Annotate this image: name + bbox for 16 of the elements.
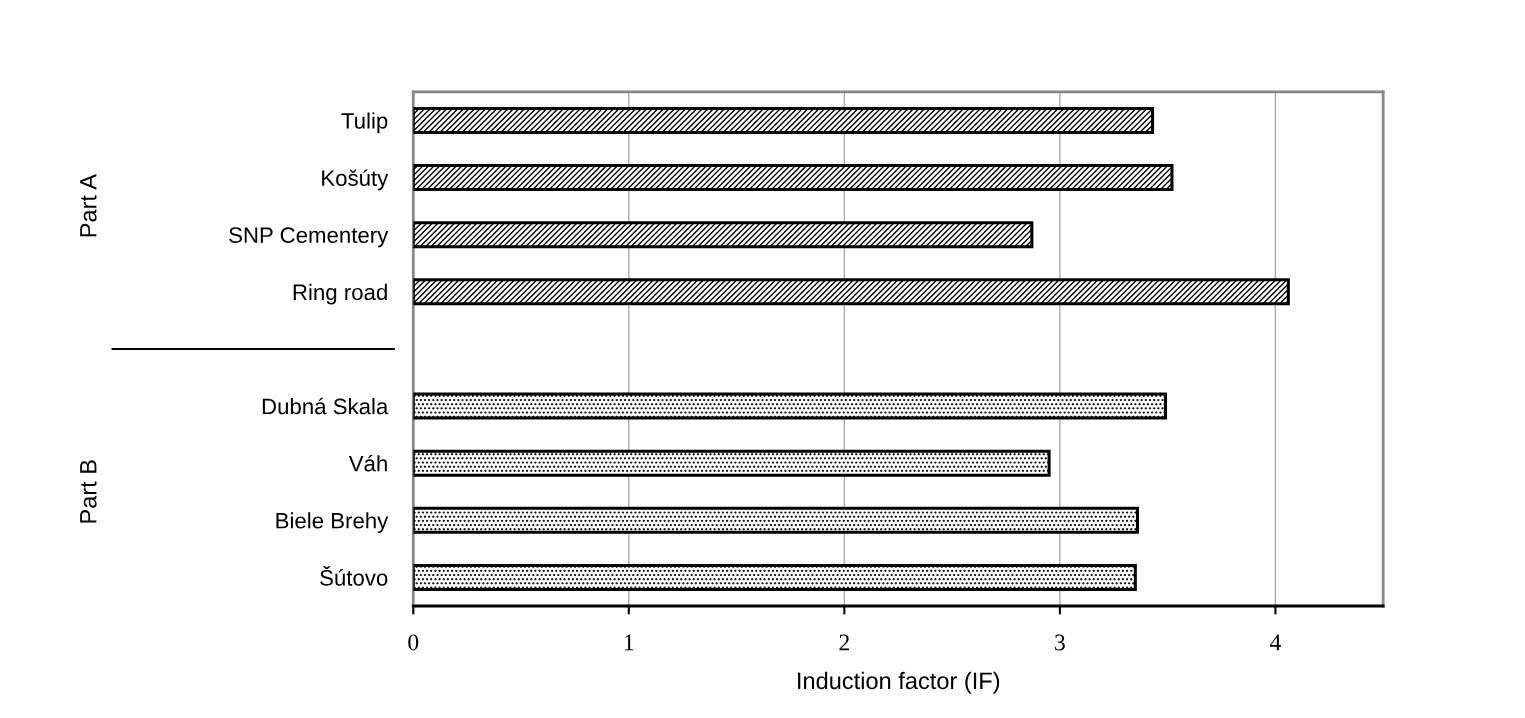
x-tick-label: 3: [1055, 634, 1065, 651]
x-tick-label: 1: [624, 634, 634, 651]
x-tick-label: 0: [408, 634, 419, 651]
y-tick-label: Tulip: [341, 112, 388, 134]
y-tick-label: SNP Cementery: [229, 227, 389, 248]
y-tick-label: Dubná Skala: [262, 397, 389, 415]
y-tick-label: Váh: [348, 454, 387, 472]
y-tick-label: Šútovo: [320, 566, 388, 586]
text: Part A: [80, 174, 97, 237]
x-tick-label: 4: [1269, 634, 1281, 651]
y-tick-label: Biele Brehy: [276, 512, 389, 533]
x-tick-label: 2: [839, 634, 849, 651]
x-axis-title: Induction factor (IF): [798, 671, 1000, 694]
text: Part B: [80, 460, 97, 523]
y-tick-label: Ring road: [293, 283, 387, 305]
y-tick-label: Košúty: [322, 169, 389, 191]
